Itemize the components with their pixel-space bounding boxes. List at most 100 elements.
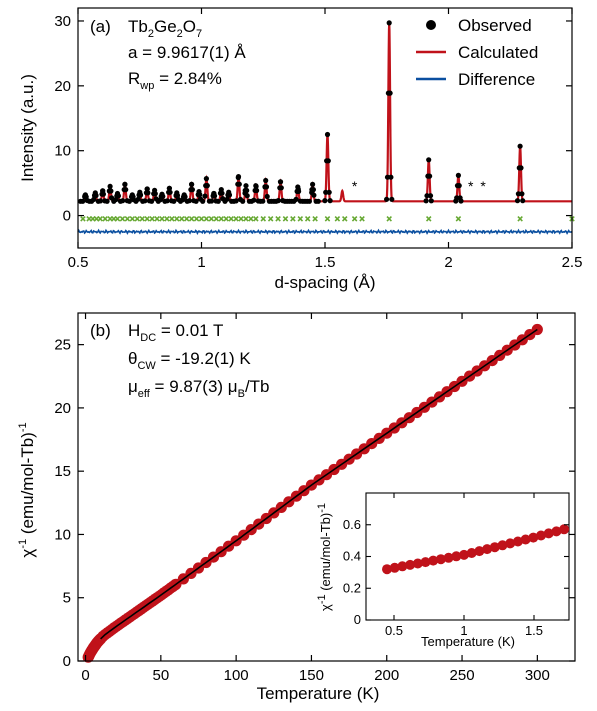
y-tick-label: 15	[54, 463, 71, 480]
observed-point	[209, 198, 215, 204]
observed-point	[149, 198, 155, 204]
observed-point	[93, 192, 99, 199]
panel-a-rwp: Rwp = 2.84%	[128, 69, 222, 92]
observed-point	[100, 191, 106, 197]
reflection-tick	[119, 216, 126, 222]
y-tick-label: 20	[54, 78, 71, 95]
inset-data-points	[382, 524, 570, 575]
observed-point	[120, 198, 126, 204]
observed-point	[326, 189, 332, 195]
reflection-tick	[297, 216, 304, 222]
reflection-tick	[312, 216, 318, 222]
reflection-tick	[359, 216, 365, 222]
observed-point	[388, 174, 394, 180]
inset-point	[389, 562, 400, 573]
observed-point	[322, 198, 328, 204]
observed-point	[277, 179, 284, 185]
x-tick-label: 200	[374, 667, 399, 684]
observed-point	[253, 183, 259, 189]
panel-a-impurity-markers: * * *	[352, 178, 486, 194]
observed-point	[455, 172, 461, 178]
inset-xlabel: Temperature (K)	[421, 634, 515, 649]
panel-a-lattice: a = 9.9617(1) Å	[128, 43, 246, 62]
panel-a-xlabel: d-spacing (Å)	[274, 273, 375, 292]
inset-point	[451, 551, 462, 562]
chi-inverse-point	[531, 323, 543, 336]
observed-point	[426, 157, 432, 163]
observed-point	[197, 192, 203, 198]
y-tick-label: 0	[63, 208, 71, 225]
reflection-tick	[124, 216, 131, 222]
inset-point	[482, 544, 493, 555]
panel-a-label: (a)	[90, 17, 111, 36]
reflection-tick	[159, 216, 165, 222]
observed-point	[423, 198, 429, 204]
observed-point	[215, 198, 221, 204]
inset-point	[474, 546, 485, 557]
y-tick-label: 10	[54, 526, 71, 543]
inset-y-tick-label: 0.4	[343, 549, 361, 564]
observed-point	[202, 193, 208, 199]
reflection-tick	[334, 216, 341, 222]
legend-difference-label: Difference	[458, 70, 535, 89]
inset-point	[382, 564, 392, 575]
observed-point	[325, 158, 331, 164]
observed-point	[152, 191, 158, 197]
legend-observed-label: Observed	[458, 16, 532, 35]
observed-point	[226, 192, 232, 198]
reflection-tick	[164, 216, 170, 222]
observed-point	[104, 198, 110, 204]
observed-point	[182, 194, 188, 200]
observed-point	[517, 143, 523, 149]
observed-point	[174, 192, 181, 199]
inset-point	[459, 549, 469, 560]
reflection-tick	[304, 216, 311, 222]
reflection-tick	[290, 216, 296, 222]
reflection-tick	[188, 216, 195, 222]
observed-point	[123, 187, 129, 193]
reflection-tick	[198, 216, 205, 222]
impurity-star: *	[480, 178, 486, 194]
y-tick-label: 25	[54, 337, 71, 354]
panel-b-label: (b)	[90, 321, 111, 340]
difference-curve	[77, 228, 573, 235]
observed-point	[310, 181, 316, 187]
inset-y-tick-label: 0.6	[343, 517, 361, 532]
observed-point	[115, 193, 121, 199]
observed-point	[97, 198, 104, 204]
reflection-tick	[114, 216, 121, 222]
reflection-tick	[341, 216, 348, 222]
x-tick-label: 250	[450, 667, 475, 684]
observed-point	[122, 181, 128, 187]
panel-a: * * * 0.5 1 1.5 2 2.5 0 10 20 30 d-spacing (Å) In…	[18, 7, 582, 292]
inset-x-tick-label: 1	[460, 623, 467, 638]
impurity-star: *	[352, 178, 358, 194]
inset-point	[497, 540, 508, 551]
observed-point	[428, 198, 434, 204]
observed-point	[324, 131, 331, 138]
observed-point	[186, 198, 192, 204]
reflection-tick	[267, 216, 274, 222]
observed-point	[204, 183, 210, 189]
inset-point	[405, 559, 416, 570]
inset-point	[412, 558, 423, 569]
inset-point	[505, 538, 516, 549]
reflection-tick	[129, 216, 136, 222]
reflection-tick	[144, 216, 150, 222]
reflection-tick	[386, 216, 392, 222]
observed-point	[233, 198, 239, 204]
y-tick-label: 0	[63, 653, 71, 670]
reflection-tick	[213, 216, 220, 222]
inset-x-ticks: 0.5 1 1.5	[385, 493, 543, 638]
y-tick-label: 20	[54, 400, 71, 417]
observed-point	[254, 187, 260, 194]
reflection-tick	[203, 216, 210, 222]
reflection-tick	[351, 216, 358, 222]
observed-point	[235, 174, 242, 180]
reflection-tick	[183, 216, 190, 222]
observed-point	[456, 183, 462, 189]
observed-point	[83, 194, 89, 200]
inset-point	[559, 524, 570, 535]
x-tick-label: 300	[525, 667, 550, 684]
curie-weiss-fit-line-overlay	[100, 328, 538, 640]
